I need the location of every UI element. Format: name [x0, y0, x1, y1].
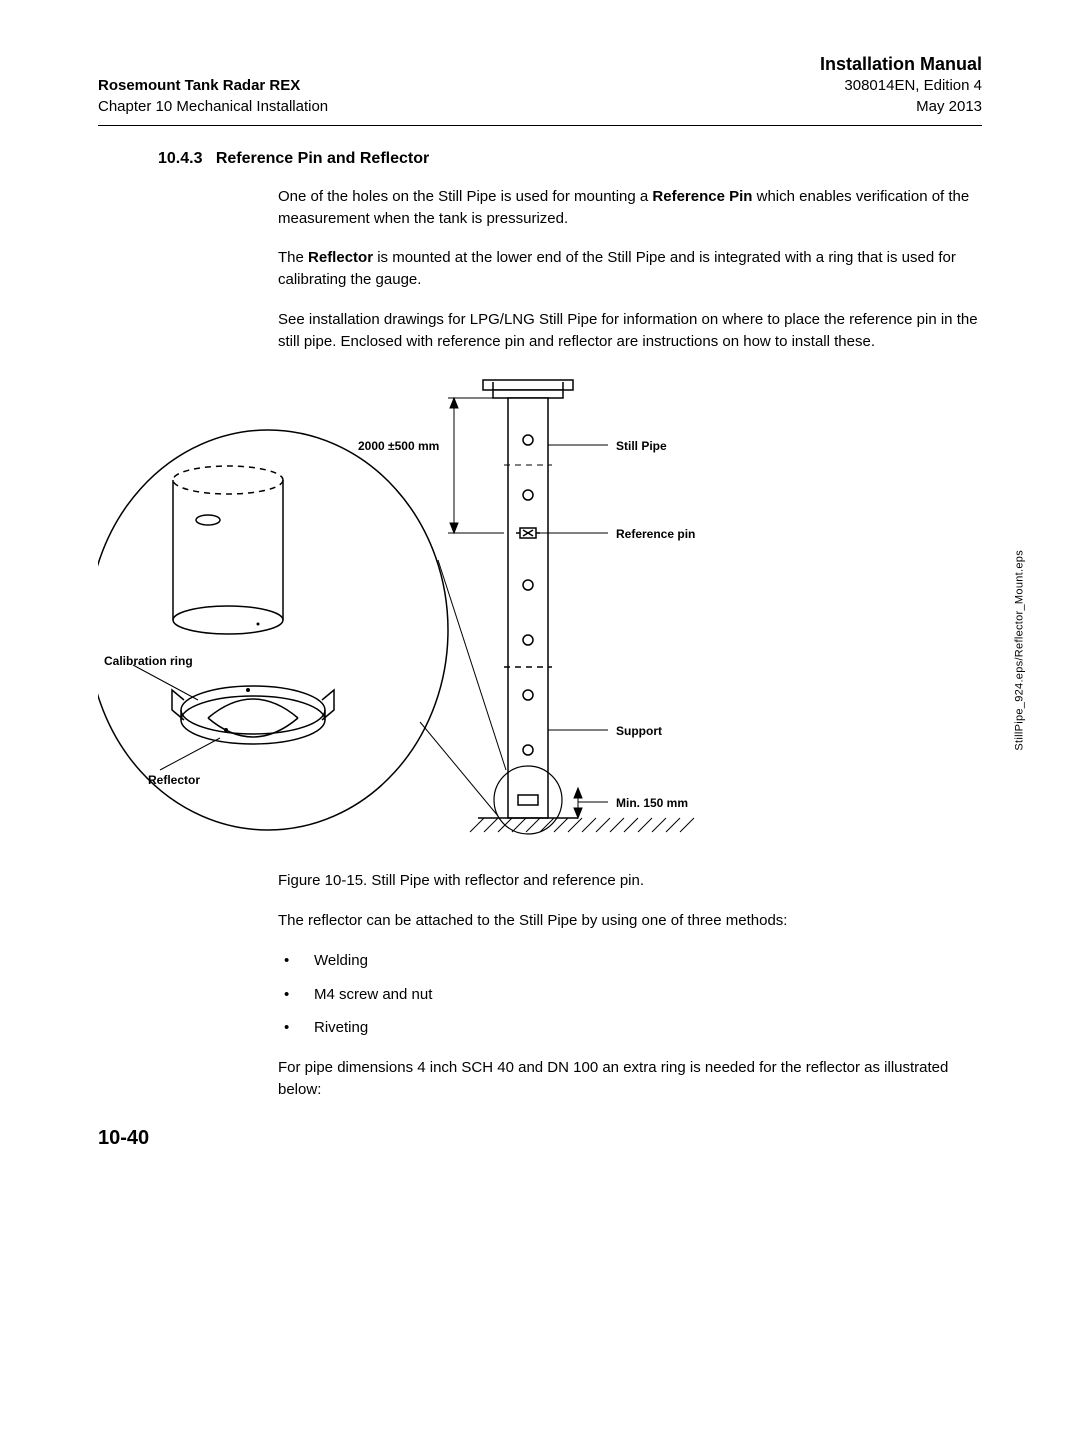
label-support: Support	[616, 724, 662, 738]
chapter-name: Chapter 10 Mechanical Installation	[98, 97, 328, 117]
label-still-pipe: Still Pipe	[616, 439, 667, 453]
label-dim-top: 2000 ±500 mm	[358, 439, 439, 453]
figure-caption: Figure 10-15. Still Pipe with reflector …	[278, 870, 982, 892]
method-item: Riveting	[278, 1017, 982, 1039]
p1-part1: One of the holes on the Still Pipe is us…	[278, 188, 652, 205]
manual-title: Installation Manual	[820, 52, 982, 76]
label-reflector: Reflector	[148, 773, 200, 787]
section-number: 10.4.3	[158, 150, 202, 167]
label-cal-ring: Calibration ring	[104, 654, 193, 668]
extra-ring-note: For pipe dimensions 4 inch SCH 40 and DN…	[278, 1057, 982, 1101]
product-name: Rosemount Tank Radar REX	[98, 76, 328, 96]
page-header: Rosemount Tank Radar REX Chapter 10 Mech…	[98, 52, 982, 117]
paragraph-3: See installation drawings for LPG/LNG St…	[278, 309, 982, 353]
page-number: 10-40	[98, 1127, 982, 1150]
doc-date: May 2013	[820, 97, 982, 117]
methods-intro: The reflector can be attached to the Sti…	[278, 910, 982, 932]
section-title-text: Reference Pin and Reflector	[216, 150, 429, 167]
figure-source-text: StillPipe_924.eps/Reflector_Mount.eps	[1014, 550, 1026, 751]
method-item: Welding	[278, 950, 982, 972]
doc-number: 308014EN, Edition 4	[820, 76, 982, 96]
header-right: Installation Manual 308014EN, Edition 4 …	[820, 52, 982, 117]
method-item: M4 screw and nut	[278, 984, 982, 1006]
figure-container: 2000 ±500 mm Still Pipe Reference pin Su…	[98, 370, 978, 860]
p2-bold: Reflector	[308, 249, 373, 266]
label-ref-pin: Reference pin	[616, 527, 695, 541]
p1-bold: Reference Pin	[652, 188, 752, 205]
p2-part1: The	[278, 249, 308, 266]
paragraph-2: The Reflector is mounted at the lower en…	[278, 247, 982, 291]
methods-list: Welding M4 screw and nut Riveting	[278, 950, 982, 1039]
label-min: Min. 150 mm	[616, 796, 688, 810]
paragraph-1: One of the holes on the Still Pipe is us…	[278, 186, 982, 230]
header-left: Rosemount Tank Radar REX Chapter 10 Mech…	[98, 76, 328, 117]
section-heading: 10.4.3 Reference Pin and Reflector	[158, 150, 982, 168]
body-bottom: Figure 10-15. Still Pipe with reflector …	[278, 870, 982, 1100]
header-rule	[98, 125, 982, 126]
figure-svg: 2000 ±500 mm Still Pipe Reference pin Su…	[98, 370, 978, 860]
body-top: One of the holes on the Still Pipe is us…	[278, 186, 982, 353]
p2-part2: is mounted at the lower end of the Still…	[278, 249, 956, 288]
